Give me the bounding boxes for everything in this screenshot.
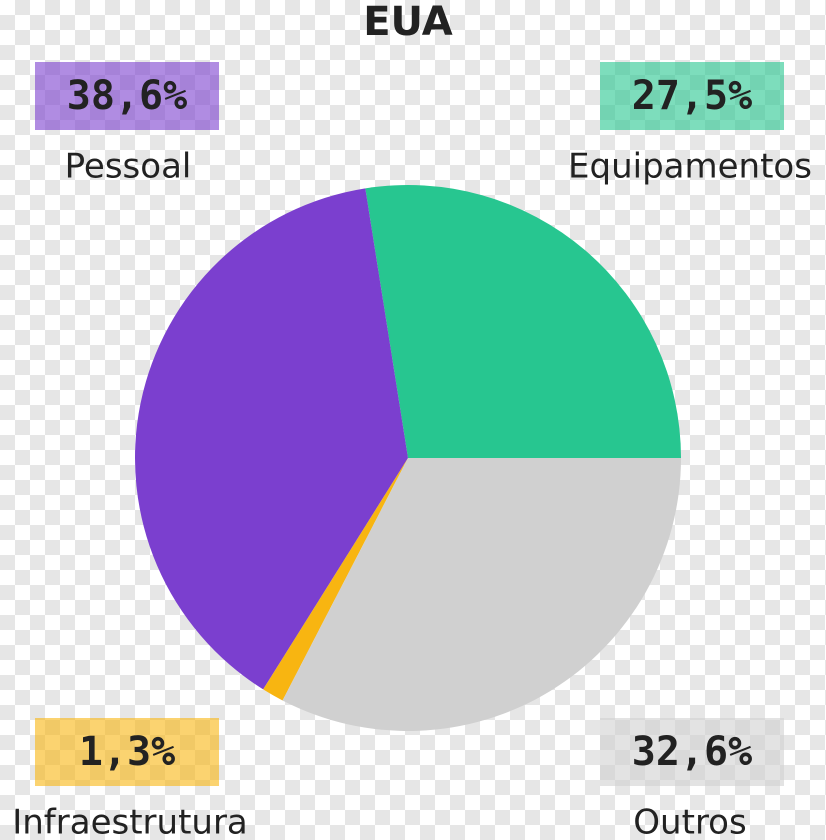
- value-label: 32,6%: [632, 729, 752, 775]
- pie-slice: [263, 458, 408, 701]
- pie-slice: [134, 188, 408, 690]
- value-label-box: [35, 62, 219, 130]
- chart-title: EUA: [363, 0, 453, 45]
- legend-label: Pessoal: [65, 147, 192, 187]
- legend-label: Infraestrutura: [12, 803, 248, 840]
- value-label: 38,6%: [67, 73, 187, 119]
- pie-slice: [365, 184, 681, 458]
- legend-label: Equipamentos: [568, 147, 812, 187]
- value-label-box: [600, 718, 784, 786]
- value-label-box: [35, 718, 219, 786]
- value-label-box: [600, 62, 784, 130]
- pie-slice: [282, 458, 681, 731]
- value-label: 27,5%: [632, 73, 752, 119]
- legend-label: Outros: [633, 803, 746, 840]
- value-label: 1,3%: [79, 729, 175, 775]
